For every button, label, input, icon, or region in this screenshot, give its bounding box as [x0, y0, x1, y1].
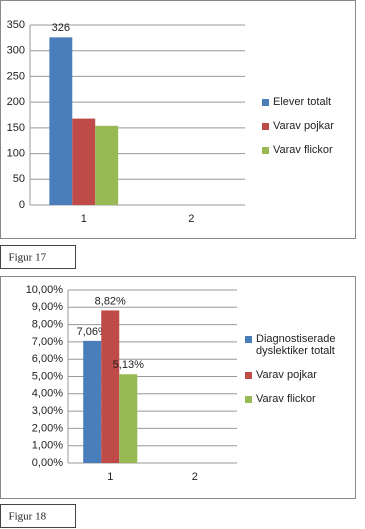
- y-tick-label: 250: [7, 70, 25, 82]
- y-tick-label: 10,00%: [26, 284, 64, 296]
- x-tick-label: 2: [192, 471, 198, 483]
- x-tick-label: 2: [188, 213, 194, 225]
- legend-label: Varav pojkar: [256, 369, 317, 381]
- y-tick-label: 0,00%: [32, 457, 63, 469]
- y-tick-label: 3,00%: [32, 405, 63, 417]
- y-tick-label: 200: [7, 96, 25, 108]
- bar: [72, 118, 96, 205]
- y-tick-label: 6,00%: [32, 353, 63, 365]
- legend-label: Varav pojkar: [273, 120, 334, 132]
- bar: [119, 374, 138, 463]
- y-tick-label: 50: [13, 173, 25, 185]
- legend-swatch: [262, 123, 269, 130]
- legend-item: Elever totalt: [262, 96, 365, 108]
- legend-swatch: [262, 147, 269, 154]
- legend-label: Varav flickor: [256, 393, 316, 405]
- data-label: 326: [52, 22, 70, 34]
- bar: [95, 125, 119, 205]
- bar: [101, 310, 120, 463]
- y-tick-label: 7,00%: [32, 336, 63, 348]
- y-tick-label: 9,00%: [32, 301, 63, 313]
- bar: [83, 340, 102, 463]
- y-tick-label: 350: [7, 19, 25, 31]
- legend-swatch: [262, 99, 269, 106]
- y-tick-label: 5,00%: [32, 370, 63, 382]
- x-tick-label: 1: [107, 471, 113, 483]
- legend-item: Varav pojkar: [245, 369, 355, 381]
- y-tick-label: 1,00%: [32, 440, 63, 452]
- legend-swatch: [245, 396, 252, 403]
- legend-item: Varav flickor: [262, 144, 365, 156]
- legend-swatch: [245, 372, 252, 379]
- caption: Figur 18: [9, 511, 47, 523]
- y-tick-label: 4,00%: [32, 388, 63, 400]
- legend-item: Varav flickor: [245, 393, 355, 405]
- y-tick-label: 300: [7, 45, 25, 57]
- data-label: 5,13%: [113, 359, 144, 371]
- caption-box: [0, 504, 76, 528]
- chart-frame: [0, 276, 356, 499]
- y-tick-label: 150: [7, 122, 25, 134]
- x-tick-label: 1: [81, 213, 87, 225]
- caption-box: [0, 245, 76, 269]
- caption: Figur 17: [9, 252, 47, 264]
- chart-frame: [0, 0, 356, 239]
- legend: Elever totalt Varav pojkar Varav flickor: [262, 96, 365, 168]
- legend-swatch: [245, 336, 252, 343]
- legend-item: Diagnostiserade dyslektiker totalt: [245, 333, 355, 357]
- data-label: 7,06%: [77, 326, 108, 338]
- legend-item: Varav pojkar: [262, 120, 365, 132]
- legend-label: Diagnostiserade dyslektiker totalt: [256, 333, 336, 357]
- y-tick-label: 8,00%: [32, 319, 63, 331]
- legend-label: Varav flickor: [273, 144, 333, 156]
- bar: [49, 37, 73, 205]
- legend-label: Elever totalt: [273, 96, 332, 108]
- y-tick-label: 0: [19, 199, 25, 211]
- legend: Diagnostiserade dyslektiker totalt Varav …: [245, 333, 355, 417]
- y-tick-label: 100: [7, 147, 25, 159]
- data-label: 8,82%: [95, 295, 126, 307]
- y-tick-label: 2,00%: [32, 422, 63, 434]
